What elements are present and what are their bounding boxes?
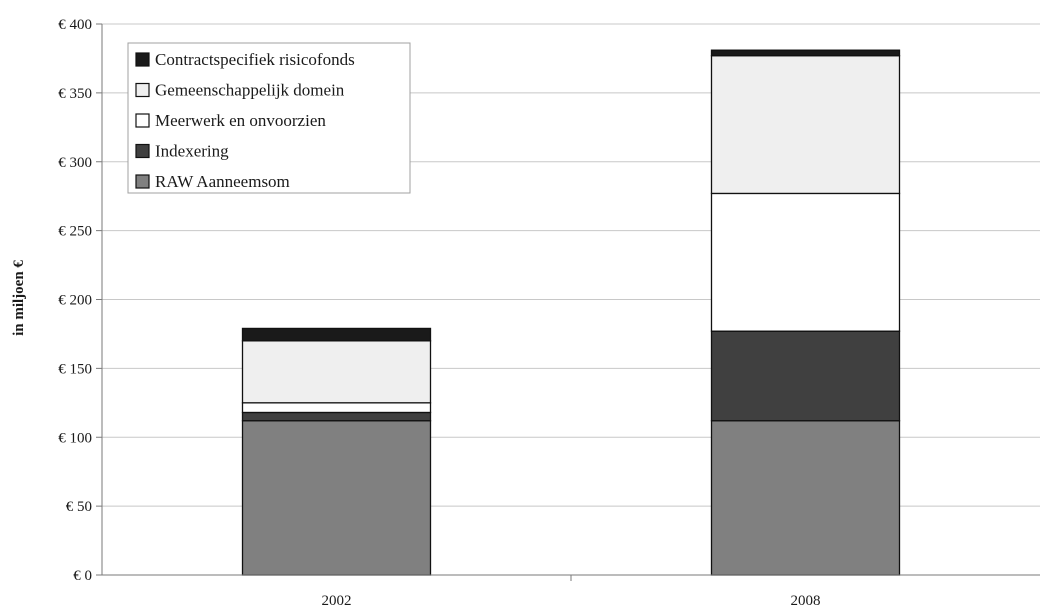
legend-swatch (135, 52, 150, 67)
y-tick-label: € 0 (73, 568, 92, 584)
legend-label: Indexering (155, 142, 229, 161)
y-axis-title: in miljoen € (11, 260, 27, 336)
bar-stack-2002 (241, 327, 432, 576)
legend-label: Contractspecifiek risicofonds (155, 50, 355, 69)
axes: € 0 € 50 € 100 € 150 € 200 € 250 € 300 € 350 € 4… (58, 17, 1040, 609)
legend-label: Meerwerk en onvoorzien (155, 111, 326, 130)
y-tick-label: € 200 (58, 293, 92, 309)
y-tick-label: € 250 (58, 224, 92, 240)
y-tick-label: € 300 (58, 155, 92, 171)
bar-segment-gemeenschappelijk-domein (241, 340, 432, 404)
bar-segment-raw-aanneemsom (710, 420, 901, 576)
bar-segment-contractspecifiek-risicofonds (241, 327, 432, 342)
legend-swatch (135, 143, 150, 159)
y-tick-label: € 150 (58, 361, 92, 377)
legend-swatch (135, 113, 150, 128)
y-tick-label: € 50 (66, 499, 92, 515)
legend-swatch (135, 174, 150, 189)
legend: Contractspecifiek risicofonds Gemeenschap… (127, 42, 411, 194)
y-tick-label: € 400 (58, 17, 92, 33)
bar-segment-contractspecifiek-risicofonds (710, 49, 901, 57)
bar-segment-gemeenschappelijk-domein (710, 55, 901, 195)
legend-label: RAW Aanneemsom (155, 172, 290, 191)
x-tick-label: 2002 (322, 593, 352, 609)
bar-segment-meerwerk-en-onvoorzien (241, 402, 432, 414)
x-tick-label: 2008 (791, 593, 821, 609)
bar-segment-meerwerk-en-onvoorzien (710, 192, 901, 332)
bar-segment-indexering (241, 411, 432, 422)
legend-swatch (135, 82, 150, 98)
y-tick-label: € 100 (58, 430, 92, 446)
legend-label: Gemeenschappelijk domein (155, 81, 345, 100)
bar-segment-indexering (710, 330, 901, 422)
bar-stack-2008 (710, 49, 901, 576)
bar-segment-raw-aanneemsom (241, 420, 432, 576)
bars (241, 49, 901, 576)
y-tick-label: € 350 (58, 86, 92, 102)
legend-box (127, 42, 411, 194)
